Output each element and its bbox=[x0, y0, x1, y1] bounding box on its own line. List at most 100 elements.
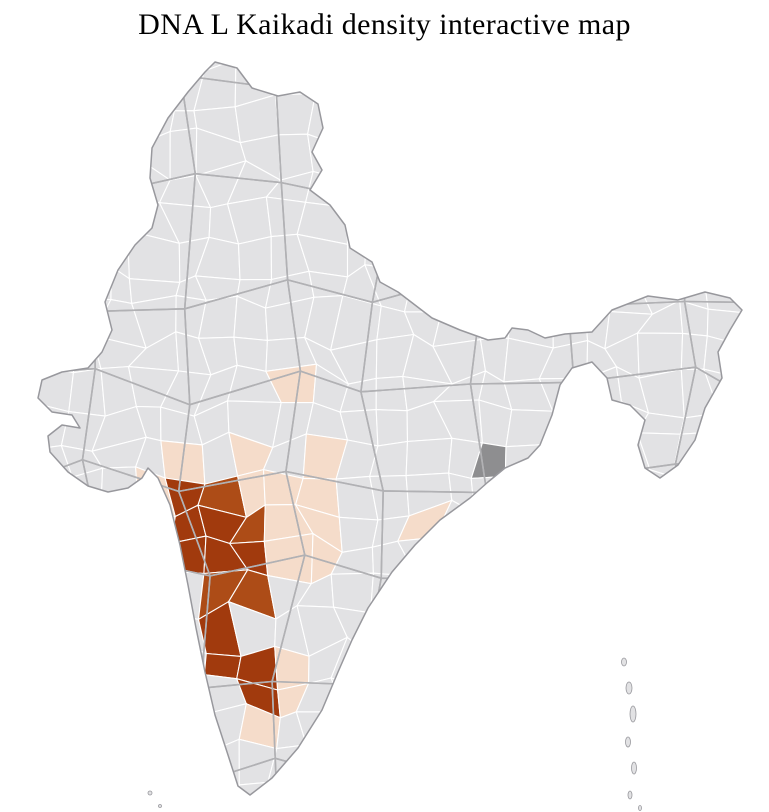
district[interactable] bbox=[472, 579, 505, 613]
district[interactable] bbox=[433, 536, 474, 585]
district[interactable] bbox=[715, 31, 753, 70]
district[interactable] bbox=[299, 744, 351, 784]
district[interactable] bbox=[507, 0, 546, 7]
district[interactable] bbox=[372, 0, 415, 8]
district[interactable] bbox=[570, 400, 623, 447]
district[interactable] bbox=[741, 406, 769, 434]
district[interactable] bbox=[636, 703, 687, 759]
district[interactable] bbox=[443, 195, 485, 249]
district[interactable] bbox=[38, 346, 78, 374]
district[interactable] bbox=[544, 443, 588, 486]
district[interactable] bbox=[197, 8, 234, 37]
district[interactable] bbox=[746, 137, 769, 180]
district[interactable] bbox=[467, 0, 510, 5]
district[interactable] bbox=[604, 468, 651, 516]
district[interactable] bbox=[752, 587, 769, 616]
district[interactable] bbox=[568, 783, 616, 812]
district[interactable] bbox=[0, 94, 29, 143]
district[interactable] bbox=[58, 0, 107, 32]
district[interactable] bbox=[435, 38, 467, 74]
district[interactable] bbox=[440, 267, 478, 314]
district[interactable] bbox=[126, 612, 175, 651]
district[interactable] bbox=[635, 675, 688, 723]
island[interactable] bbox=[147, 790, 153, 796]
district[interactable] bbox=[538, 511, 576, 548]
district[interactable] bbox=[613, 32, 655, 76]
district[interactable] bbox=[508, 201, 552, 242]
district[interactable] bbox=[334, 58, 386, 106]
district[interactable] bbox=[468, 785, 519, 812]
district[interactable] bbox=[0, 621, 4, 641]
district[interactable] bbox=[467, 229, 520, 269]
district[interactable] bbox=[703, 739, 752, 784]
district[interactable] bbox=[411, 575, 446, 612]
district[interactable] bbox=[503, 0, 545, 35]
district[interactable] bbox=[396, 536, 446, 584]
district[interactable] bbox=[0, 297, 43, 350]
district[interactable] bbox=[0, 369, 5, 414]
district[interactable] bbox=[228, 0, 273, 41]
district[interactable] bbox=[300, 33, 352, 78]
district[interactable] bbox=[435, 785, 471, 812]
district[interactable] bbox=[375, 375, 408, 412]
district[interactable] bbox=[412, 63, 453, 112]
district[interactable] bbox=[609, 534, 639, 573]
district[interactable] bbox=[648, 639, 688, 688]
district[interactable] bbox=[166, 0, 202, 8]
district[interactable] bbox=[501, 538, 546, 581]
district[interactable] bbox=[128, 704, 180, 751]
district[interactable] bbox=[237, 235, 273, 281]
district[interactable] bbox=[706, 679, 758, 706]
district[interactable] bbox=[335, 159, 382, 209]
district[interactable] bbox=[400, 711, 450, 757]
district[interactable] bbox=[450, 639, 475, 687]
district[interactable] bbox=[59, 206, 110, 249]
district[interactable] bbox=[608, 0, 655, 37]
district[interactable] bbox=[237, 806, 280, 812]
district[interactable] bbox=[431, 126, 477, 172]
district[interactable] bbox=[703, 262, 758, 315]
district[interactable] bbox=[436, 0, 480, 42]
district[interactable] bbox=[604, 241, 656, 284]
district[interactable] bbox=[604, 267, 654, 315]
district[interactable] bbox=[0, 126, 6, 178]
district[interactable] bbox=[721, 176, 746, 216]
district[interactable] bbox=[334, 90, 386, 147]
district[interactable] bbox=[92, 678, 147, 720]
district[interactable] bbox=[472, 636, 516, 686]
district[interactable] bbox=[579, 669, 612, 717]
district[interactable] bbox=[611, 136, 644, 181]
district[interactable] bbox=[57, 25, 108, 74]
district[interactable] bbox=[97, 97, 144, 144]
district[interactable] bbox=[0, 73, 29, 99]
district[interactable] bbox=[0, 202, 31, 229]
district[interactable] bbox=[508, 175, 545, 208]
district[interactable] bbox=[745, 616, 769, 645]
district[interactable] bbox=[397, 194, 453, 248]
district[interactable] bbox=[60, 739, 101, 787]
district[interactable] bbox=[651, 31, 691, 76]
district[interactable] bbox=[100, 466, 140, 520]
district[interactable] bbox=[0, 266, 43, 299]
district[interactable] bbox=[471, 707, 509, 758]
district[interactable] bbox=[710, 431, 754, 475]
district[interactable] bbox=[98, 606, 142, 651]
island[interactable] bbox=[627, 790, 633, 800]
district[interactable] bbox=[41, 0, 75, 3]
district[interactable] bbox=[372, 127, 417, 162]
district[interactable] bbox=[237, 781, 281, 809]
district[interactable] bbox=[397, 160, 453, 199]
district[interactable] bbox=[679, 703, 714, 754]
district[interactable] bbox=[464, 28, 518, 72]
district[interactable] bbox=[704, 499, 755, 544]
district[interactable] bbox=[703, 704, 752, 747]
district[interactable] bbox=[540, 131, 579, 177]
district[interactable] bbox=[70, 605, 109, 650]
district[interactable] bbox=[362, 778, 415, 812]
district[interactable] bbox=[680, 332, 708, 370]
district[interactable] bbox=[0, 586, 44, 622]
district[interactable] bbox=[306, 133, 342, 178]
district[interactable] bbox=[0, 229, 5, 272]
district[interactable] bbox=[674, 171, 724, 200]
